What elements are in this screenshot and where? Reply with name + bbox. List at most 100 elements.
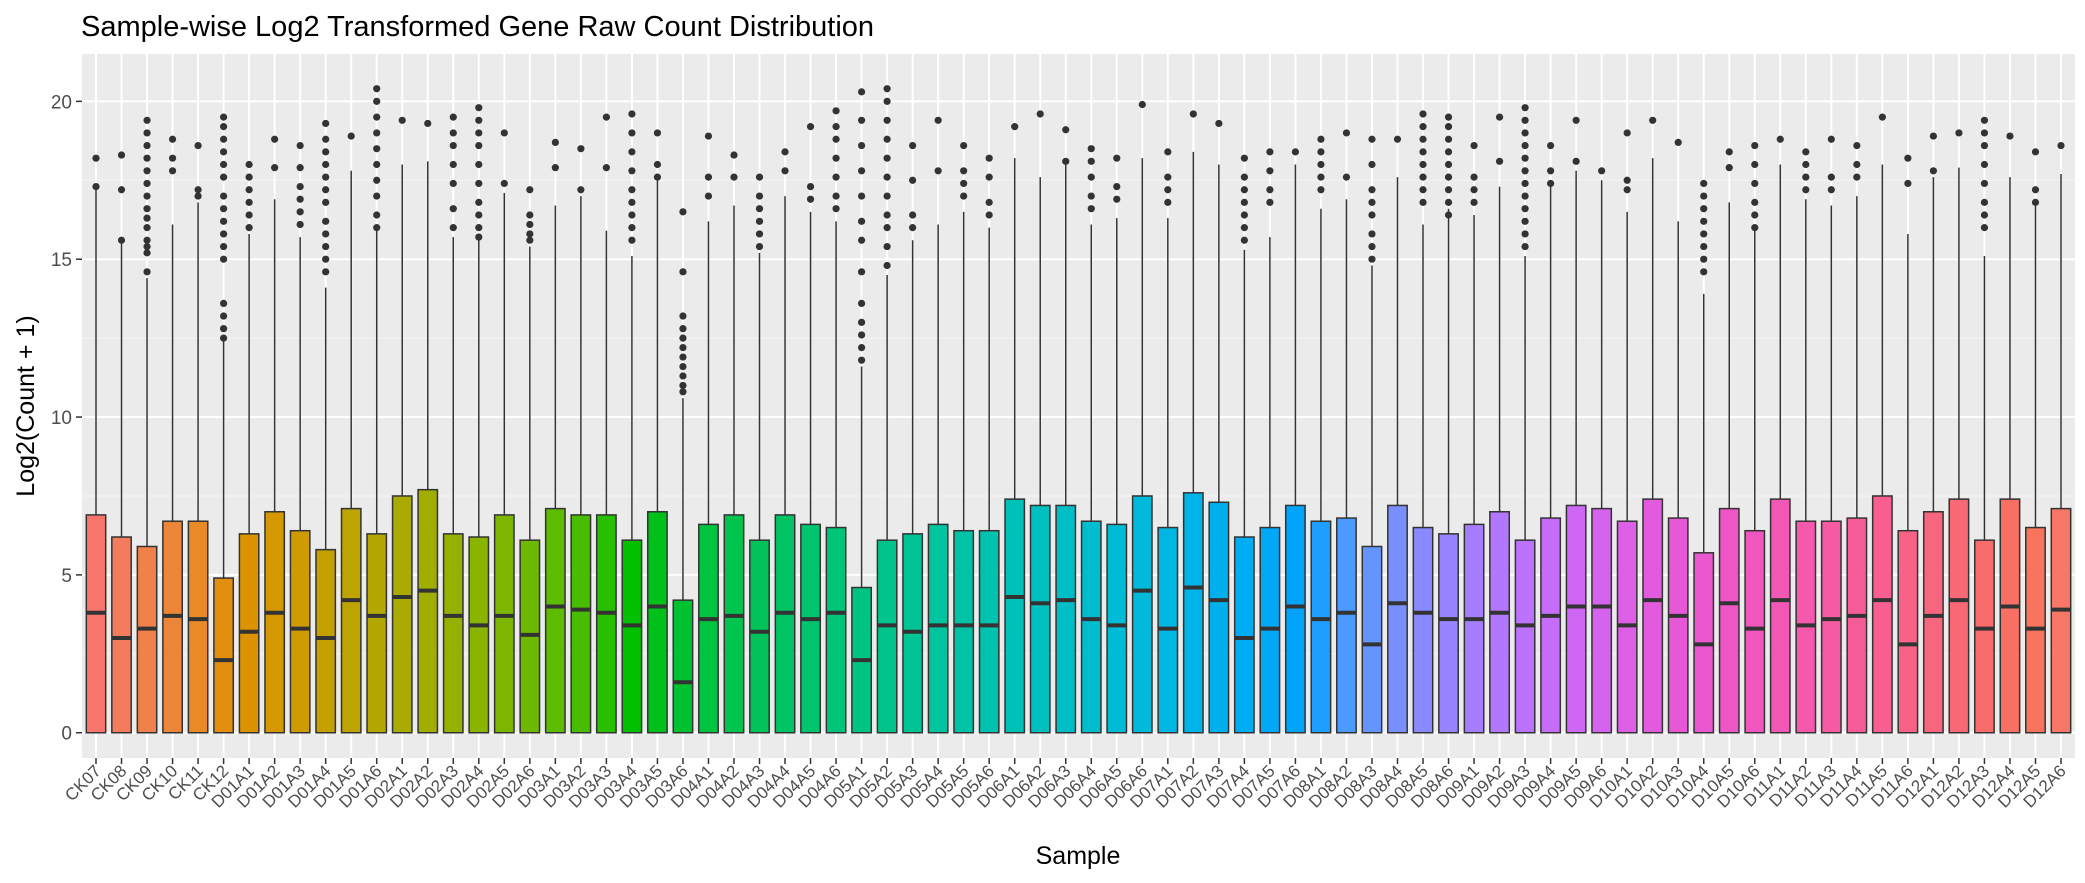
outlier-point [296, 208, 304, 216]
outlier-point [271, 164, 279, 172]
outlier-point [475, 211, 483, 219]
outlier-point [1955, 129, 1963, 137]
outlier-point [704, 173, 713, 181]
outlier-point [1623, 176, 1631, 184]
box-body [1769, 498, 1791, 734]
outlier-point [653, 129, 662, 137]
outlier-point [679, 343, 687, 352]
outlier-point [1317, 160, 1325, 169]
outlier-point [245, 211, 253, 219]
outlier-point [1087, 145, 1095, 153]
box-D08A6 [1438, 113, 1459, 734]
box-body [1565, 504, 1587, 734]
box-D06A3 [1055, 126, 1077, 734]
box-body [1233, 536, 1255, 734]
box-D11A2 [1795, 148, 1817, 734]
box-body [1182, 492, 1204, 734]
box-CK10 [162, 135, 184, 734]
x-axis-title: Sample [1036, 842, 1121, 870]
outlier-point [1904, 179, 1912, 188]
y-axis-title: Log2(Count + 1) [12, 315, 40, 496]
plot-panel [82, 54, 2075, 758]
outlier-point [219, 255, 228, 263]
box-D07A3 [1208, 119, 1230, 734]
box-D08A5 [1412, 110, 1434, 734]
outlier-point [602, 164, 610, 172]
box-body [953, 529, 975, 734]
box-body [749, 539, 770, 734]
box-D12A6 [2050, 141, 2072, 734]
outlier-point [475, 179, 483, 188]
outlier-point [1240, 224, 1248, 232]
outlier-point [1393, 135, 1402, 143]
outlier-point [1444, 198, 1453, 206]
box-body [213, 577, 235, 734]
box-D11A4 [1846, 141, 1868, 734]
box-D04A6 [825, 107, 847, 734]
outlier-point [373, 224, 381, 232]
box-body [468, 536, 490, 734]
box-D09A5 [1565, 116, 1587, 734]
outlier-point [373, 145, 381, 153]
box-body [1438, 533, 1459, 734]
outlier-point [1342, 173, 1351, 181]
outlier-point [1444, 211, 1453, 219]
outlier-point [577, 186, 585, 194]
outlier-point [1572, 116, 1580, 124]
outlier-point [679, 353, 687, 361]
outlier-point [1113, 195, 1121, 203]
outlier-point [1521, 129, 1529, 137]
outlier-point [857, 167, 866, 175]
outlier-point [1444, 186, 1453, 194]
outlier-point [1751, 179, 1759, 188]
outlier-point [1419, 110, 1427, 118]
box-body [1131, 495, 1153, 734]
box-D12A2 [1948, 129, 1970, 734]
outlier-point [985, 211, 993, 219]
outlier-point [1751, 211, 1759, 219]
box-body [2050, 507, 2072, 734]
outlier-point [1751, 160, 1759, 169]
outlier-point [2031, 148, 2040, 156]
outlier-point [1215, 119, 1223, 128]
outlier-point [857, 192, 866, 200]
outlier-point [1980, 129, 1989, 137]
box-D01A5 [340, 132, 362, 734]
box-D11A5 [1871, 113, 1893, 734]
outlier-point [857, 217, 866, 225]
outlier-point [1623, 186, 1631, 194]
outlier-point [1419, 160, 1427, 169]
outlier-point [883, 116, 891, 124]
box-body [187, 520, 209, 734]
outlier-point [322, 242, 330, 251]
outlier-point [168, 167, 177, 175]
box-D02A5 [493, 129, 515, 734]
box-body [442, 533, 464, 734]
outlier-point [1240, 198, 1248, 206]
outlier-point [219, 312, 228, 320]
box-D10A4 [1693, 179, 1715, 734]
box-body [391, 495, 413, 734]
box-body [417, 488, 439, 734]
outlier-point [143, 116, 151, 124]
box-CK08 [111, 151, 132, 734]
outlier-point [143, 214, 151, 222]
outlier-point [985, 154, 993, 162]
outlier-point [1368, 198, 1376, 206]
outlier-point [219, 325, 228, 333]
outlier-point [628, 129, 636, 137]
outlier-point [857, 88, 866, 96]
outlier-point [985, 173, 993, 181]
outlier-point [296, 164, 304, 172]
outlier-point [679, 388, 687, 396]
outlier-point [1827, 135, 1835, 143]
outlier-point [1317, 173, 1325, 181]
box-D06A5 [1106, 154, 1128, 734]
box-body [1744, 529, 1766, 734]
outlier-point [679, 372, 687, 380]
box-D10A3 [1667, 138, 1689, 734]
box-D05A3 [902, 141, 924, 734]
outlier-point [679, 208, 687, 216]
outlier-point [143, 179, 151, 188]
outlier-point [1853, 173, 1861, 181]
